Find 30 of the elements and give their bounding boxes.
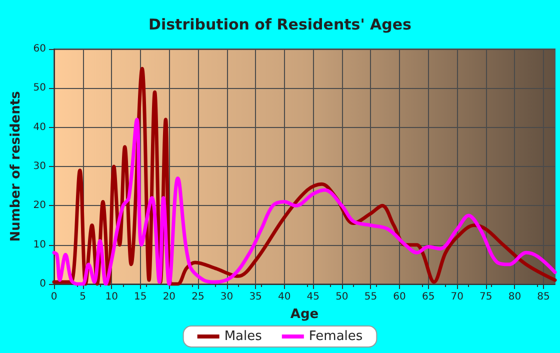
x-tick-label: 5: [80, 292, 86, 302]
y-tick-label: 60: [33, 44, 46, 54]
x-tick-label: 45: [306, 292, 320, 302]
x-tick-label: 0: [50, 292, 58, 302]
y-tick-label: 0: [40, 278, 46, 290]
chart-title: Distribution of Residents' Ages: [148, 16, 412, 34]
x-tick-label: 60: [393, 292, 406, 302]
x-tick-label: 30: [220, 292, 234, 302]
x-tick-label: 35: [249, 292, 262, 302]
x-tick-label: 75: [480, 292, 492, 302]
y-axis-title: Number of residents: [8, 90, 24, 242]
y-tick-label: 30: [33, 161, 46, 172]
x-tick-label: 65: [422, 292, 435, 302]
x-tick-label: 55: [364, 292, 378, 302]
x-tick-label: 40: [278, 292, 291, 302]
y-tick-label: 10: [33, 239, 46, 250]
x-tick-label: 70: [450, 292, 464, 302]
x-axis-title: Age: [290, 307, 319, 322]
x-tick-label: 85: [537, 292, 550, 302]
legend-label: Females: [308, 329, 363, 344]
x-tick-label: 25: [192, 292, 204, 302]
x-tick-label: 10: [105, 292, 118, 302]
y-tick-label: 40: [33, 122, 46, 133]
x-tick-label: 50: [336, 292, 348, 302]
y-tick-label: 50: [33, 82, 46, 94]
x-tick-label: 80: [508, 292, 522, 302]
x-tick-label: 20: [162, 292, 176, 302]
y-tick-label: 20: [33, 200, 46, 212]
x-tick-label: 15: [134, 292, 147, 302]
legend-label: Males: [224, 329, 262, 344]
